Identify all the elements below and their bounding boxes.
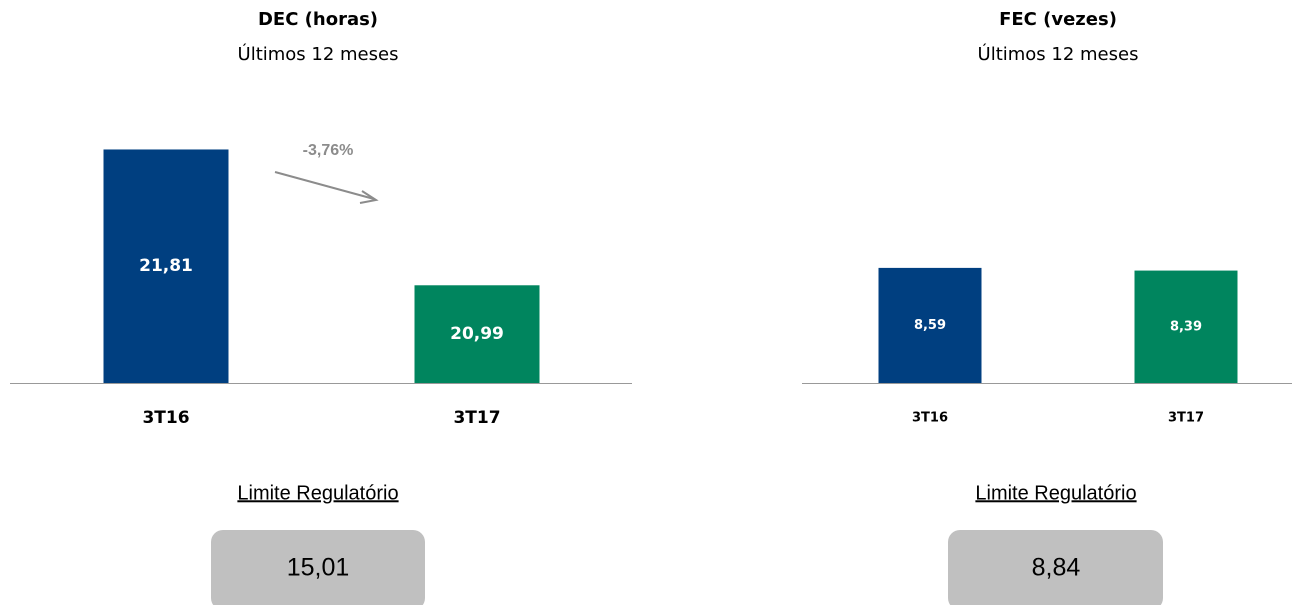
value-label: 8,59 xyxy=(914,318,946,333)
chart-subtitle: Últimos 12 meses xyxy=(978,43,1139,65)
arrow-head xyxy=(359,190,379,204)
limit-box xyxy=(948,530,1163,605)
chart-title: DEC (horas) xyxy=(258,9,378,30)
arrow xyxy=(274,171,375,200)
limit-box xyxy=(211,530,425,605)
value-label: 8,39 xyxy=(1170,319,1202,334)
bar xyxy=(414,285,540,383)
x-tick-label: 3T17 xyxy=(453,408,500,428)
x-tick-label: 3T16 xyxy=(912,411,948,426)
bar xyxy=(878,267,982,383)
chart-subtitle: Últimos 12 meses xyxy=(238,43,399,65)
limit-value: 8,84 xyxy=(1032,554,1081,582)
limit-label: Limite Regulatório xyxy=(975,482,1136,504)
x-tick-label: 3T16 xyxy=(142,408,189,428)
bar xyxy=(103,149,229,383)
bar xyxy=(1134,270,1238,383)
limit-value: 15,01 xyxy=(287,554,350,582)
value-label: 20,99 xyxy=(450,324,504,344)
limit-label: Limite Regulatório xyxy=(237,482,398,504)
x-tick-label: 3T17 xyxy=(1168,411,1204,426)
value-label: 21,81 xyxy=(139,256,193,276)
annotation: -3,76% xyxy=(303,142,354,159)
chart-title: FEC (vezes) xyxy=(999,9,1117,30)
